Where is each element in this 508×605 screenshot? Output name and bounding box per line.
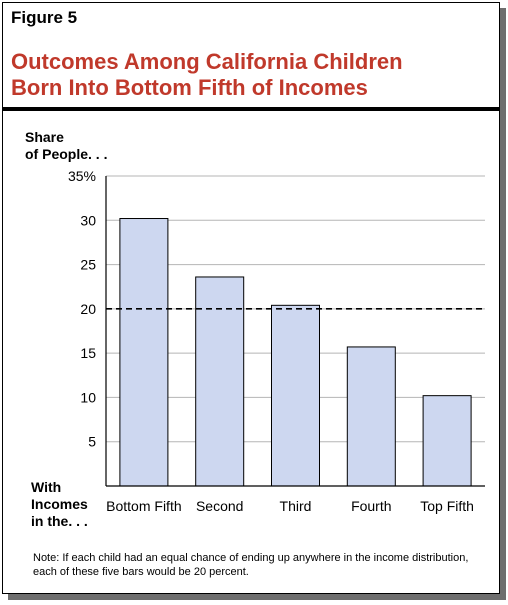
x-tick-label: Third	[280, 498, 312, 514]
bar	[119, 218, 169, 487]
chart-title: Outcomes Among California Children Born …	[11, 49, 491, 101]
figure-frame: Figure 5 Outcomes Among California Child…	[2, 2, 500, 594]
figure-label: Figure 5	[11, 8, 78, 27]
bar	[271, 304, 320, 487]
y-tick-label: 30	[80, 212, 96, 228]
x-tick-label: Top Fifth	[420, 498, 474, 514]
chart-note: Note: If each child had an equal chance …	[33, 552, 469, 578]
y-axis-label-line-2: of People. . .	[25, 146, 108, 162]
bar-chart: 5 10 15 20 25 30 35% Bottom Fifth Second Third Fou…	[68, 168, 485, 514]
y-axis-label: Share of People. . .	[25, 129, 107, 163]
bar	[346, 346, 396, 487]
y-tick-label: 15	[80, 345, 96, 361]
x-tick-label: Fourth	[351, 498, 391, 514]
bar	[422, 395, 472, 487]
chart-title-line-2: Born Into Bottom Fifth of Incomes	[11, 75, 368, 100]
chart-title-line-1: Outcomes Among California Children	[11, 49, 403, 74]
x-axis-label-line-2: Incomes	[31, 496, 88, 512]
bar	[195, 276, 245, 487]
y-tick-label: 5	[88, 434, 96, 450]
title-divider	[3, 107, 499, 111]
y-tick-label: 25	[80, 257, 96, 273]
x-tick-label: Second	[196, 498, 243, 514]
x-axis-label-line-3: in the. . .	[31, 513, 88, 529]
y-tick-label: 35%	[68, 168, 96, 184]
x-axis-label-line-1: With	[31, 479, 62, 495]
y-tick-label: 20	[80, 301, 96, 317]
y-axis-label-line-1: Share	[25, 129, 64, 145]
x-tick-label: Bottom Fifth	[106, 498, 181, 514]
x-axis-label: With Incomes in the. . .	[31, 479, 88, 530]
y-tick-label: 10	[80, 389, 96, 405]
